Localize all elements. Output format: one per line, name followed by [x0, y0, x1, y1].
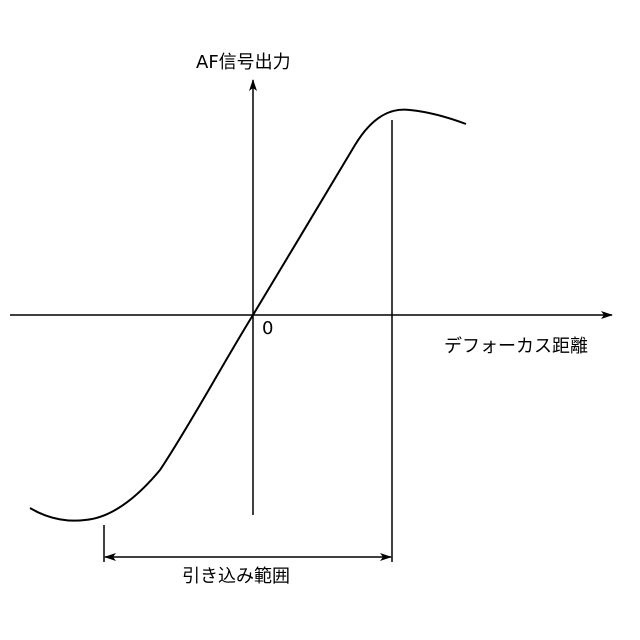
x-axis-label: デフォーカス距離: [444, 338, 588, 356]
y-axis-label: AF信号出力: [196, 54, 291, 72]
range-label: 引き込み範囲: [182, 568, 290, 586]
diagram: [0, 0, 640, 640]
origin-label: 0: [262, 320, 273, 338]
